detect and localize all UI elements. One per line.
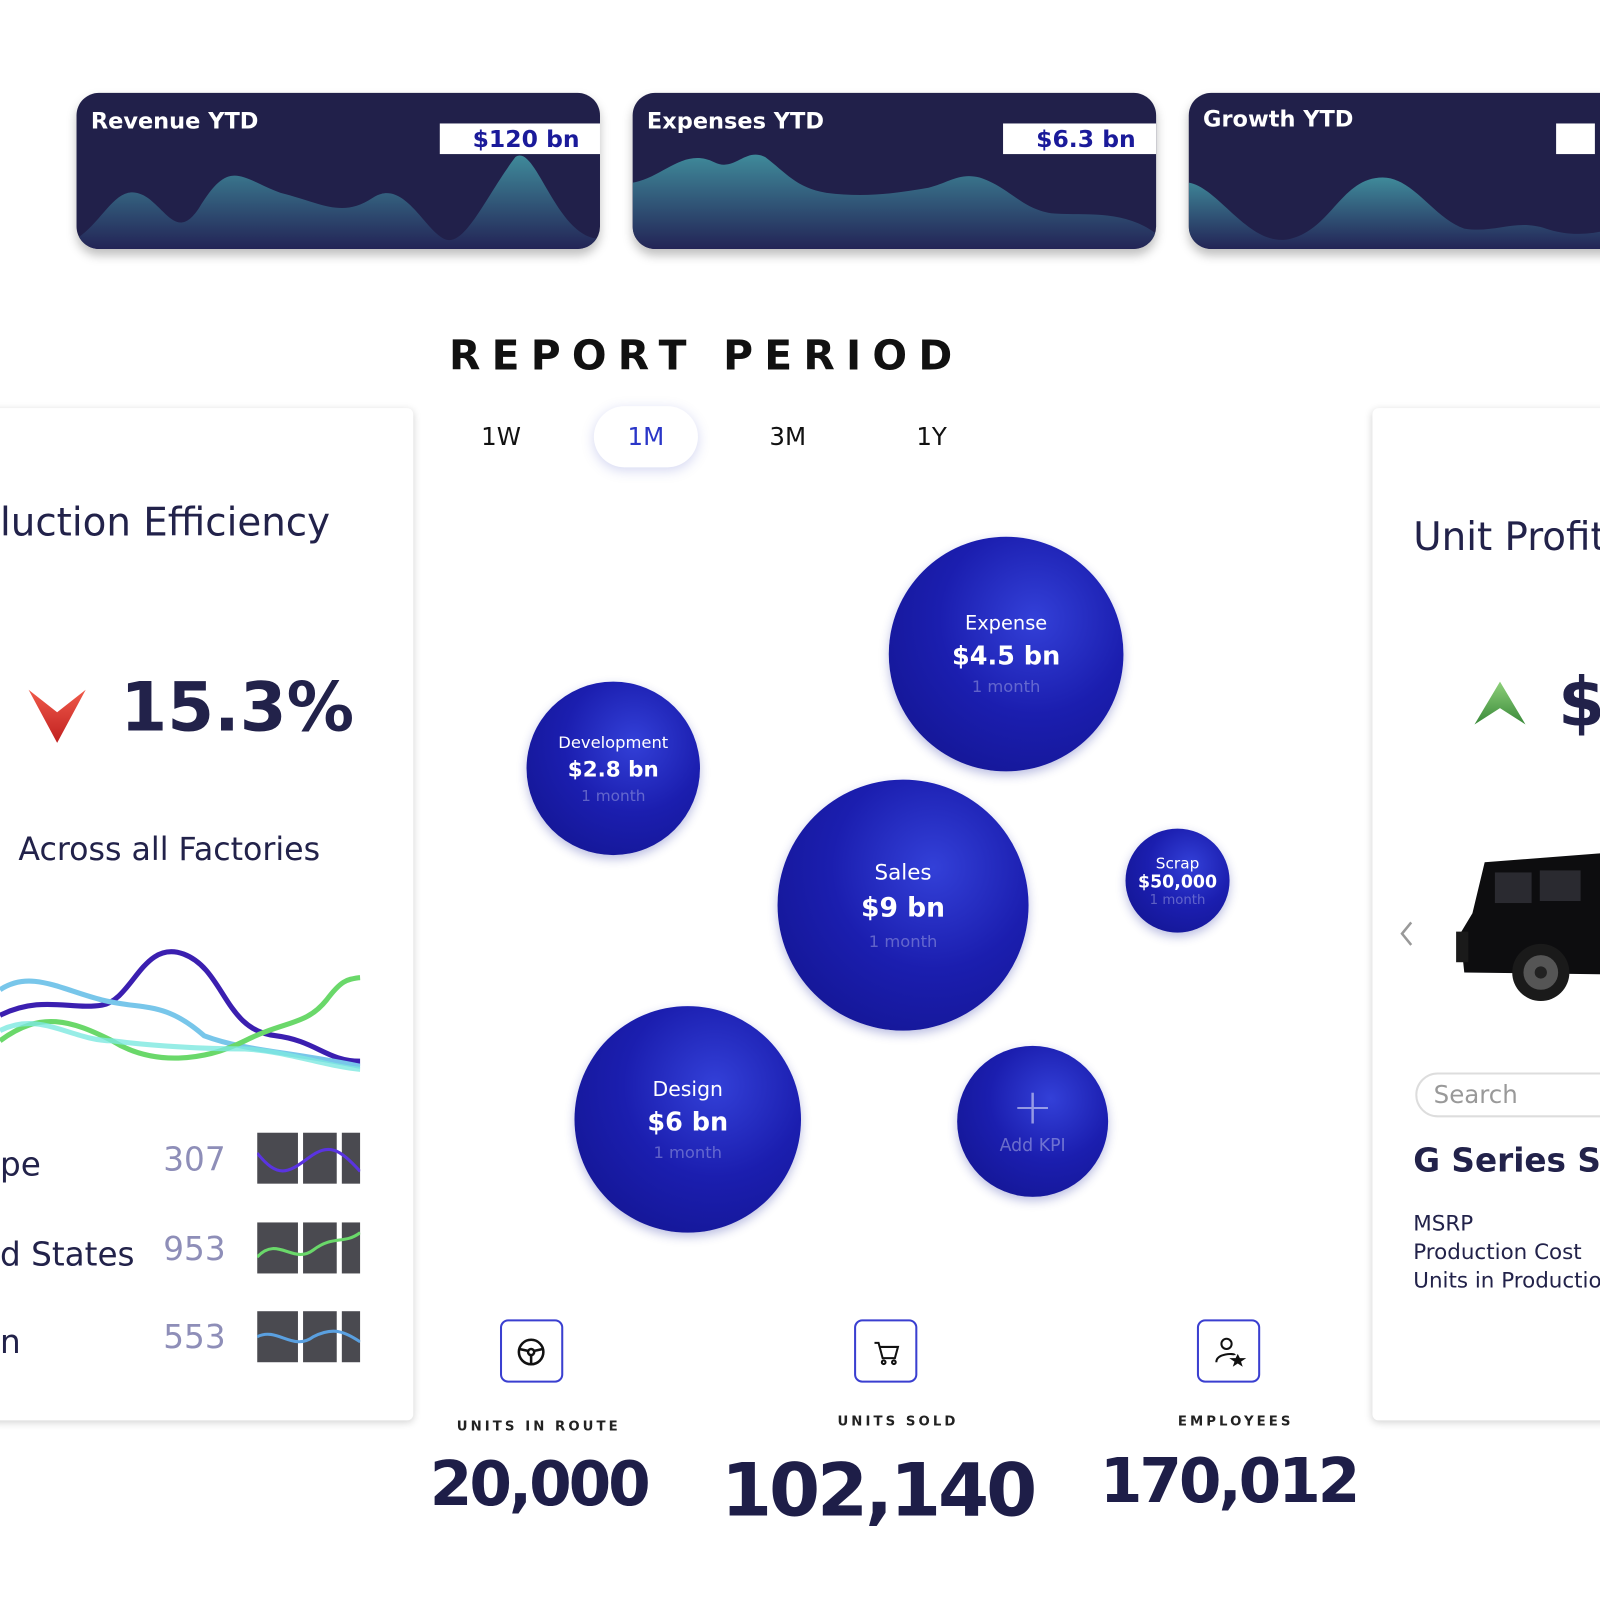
report-period-title: REPORT PERIOD — [448, 332, 964, 380]
kpi-card[interactable]: Expenses YTD $6.3 bn — [632, 92, 1157, 249]
stat-value: 20,000 — [429, 1448, 651, 1521]
spec-label: Production Cost — [1413, 1239, 1582, 1265]
kpi-bubble[interactable]: Scrap $50,000 1 month — [1125, 828, 1230, 933]
panel-title: luction Efficiency — [0, 499, 331, 545]
stat-label: UNITS IN ROUTE — [456, 1419, 621, 1435]
row-sparklines — [257, 1132, 361, 1363]
trend-chart — [0, 949, 361, 1072]
stat-value: 170,012 — [1099, 1445, 1360, 1518]
route-icon — [499, 1319, 564, 1383]
spec-label: MSRP — [1413, 1211, 1474, 1236]
efficiency-panel: luction Efficiency 15.3% Across all Fact… — [0, 408, 414, 1421]
kpi-value: $120 bn — [439, 123, 600, 155]
kpi-value-box — [1556, 123, 1595, 155]
bubble-value: $50,000 — [1138, 871, 1218, 893]
plus-icon: + — [1012, 1078, 1054, 1136]
bubble-period: 1 month — [653, 1142, 723, 1163]
spec-label: Units in Production — [1413, 1268, 1600, 1293]
bubble-value: $9 bn — [861, 892, 946, 923]
kpi-title: Expenses YTD — [646, 109, 825, 135]
profit-value: $ — [1558, 663, 1600, 742]
row-value: 953 — [163, 1229, 226, 1269]
kpi-bubble[interactable]: Expense $4.5 bn 1 month — [888, 536, 1124, 772]
kpi-sparkline — [76, 155, 600, 249]
period-tab[interactable]: 1M — [594, 406, 698, 467]
kpi-title: Revenue YTD — [90, 109, 259, 135]
bubble-value: $6 bn — [647, 1107, 729, 1137]
bubble-period: 1 month — [1149, 892, 1206, 908]
stat-label: EMPLOYEES — [1177, 1414, 1294, 1430]
kpi-bubble[interactable]: Sales $9 bn 1 month — [777, 779, 1029, 1031]
efficiency-value: 15.3% — [120, 668, 355, 747]
row-label: n — [0, 1322, 21, 1362]
row-label: d States — [0, 1234, 135, 1274]
model-name: G Series SU — [1413, 1140, 1600, 1180]
up-arrow — [1474, 681, 1526, 725]
bubble-label: Sales — [874, 859, 932, 885]
stat-value: 102,140 — [720, 1446, 1037, 1533]
unit-profit-panel: Unit Profit $ Search G Series SU MSRP Pr… — [1372, 408, 1600, 1421]
panel-title: Unit Profit — [1413, 514, 1600, 560]
kpi-bubble[interactable]: Design $6 bn 1 month — [574, 1006, 802, 1233]
bubble-value: $4.5 bn — [951, 640, 1061, 671]
cart-icon — [854, 1319, 918, 1383]
kpi-bubble[interactable]: Development $2.8 bn 1 month — [526, 681, 700, 856]
bubble-period: 1 month — [868, 931, 938, 951]
period-tab[interactable]: 1Y — [916, 422, 947, 452]
bubble-label: Expense — [964, 612, 1048, 635]
kpi-sparkline — [632, 154, 1157, 249]
bubble-label: Development — [558, 732, 669, 752]
row-value: 307 — [163, 1139, 226, 1179]
down-arrow — [28, 689, 86, 743]
bubble-label: Scrap — [1155, 853, 1200, 872]
period-tab[interactable]: 3M — [769, 422, 807, 452]
row-label: pe — [0, 1144, 41, 1184]
bubble-period: 1 month — [971, 676, 1041, 696]
bubble-value: $2.8 bn — [567, 756, 659, 782]
kpi-card[interactable]: Growth YTD — [1188, 92, 1600, 249]
kpi-title: Growth YTD — [1203, 107, 1354, 133]
row-value: 553 — [163, 1317, 226, 1357]
employee-icon — [1196, 1319, 1261, 1383]
panel-subtitle: Across all Factories — [18, 831, 321, 869]
search-input[interactable]: Search — [1415, 1072, 1600, 1118]
bubble-period: 1 month — [581, 786, 646, 805]
period-tab[interactable]: 1W — [481, 422, 521, 452]
prev-arrow[interactable] — [1397, 918, 1417, 949]
kpi-card[interactable]: Revenue YTD $120 bn — [76, 92, 600, 249]
car-image — [1456, 853, 1600, 1002]
add-kpi-label: Add KPI — [999, 1135, 1066, 1157]
stat-label: UNITS SOLD — [837, 1414, 959, 1430]
kpi-sparkline — [1188, 177, 1600, 249]
kpi-value: $6.3 bn — [1003, 123, 1157, 155]
spec-list: MSRP Production Cost Units in Production — [1413, 1209, 1600, 1295]
bubble-label: Design — [652, 1076, 723, 1102]
add-kpi-button[interactable]: + Add KPI — [957, 1045, 1109, 1197]
